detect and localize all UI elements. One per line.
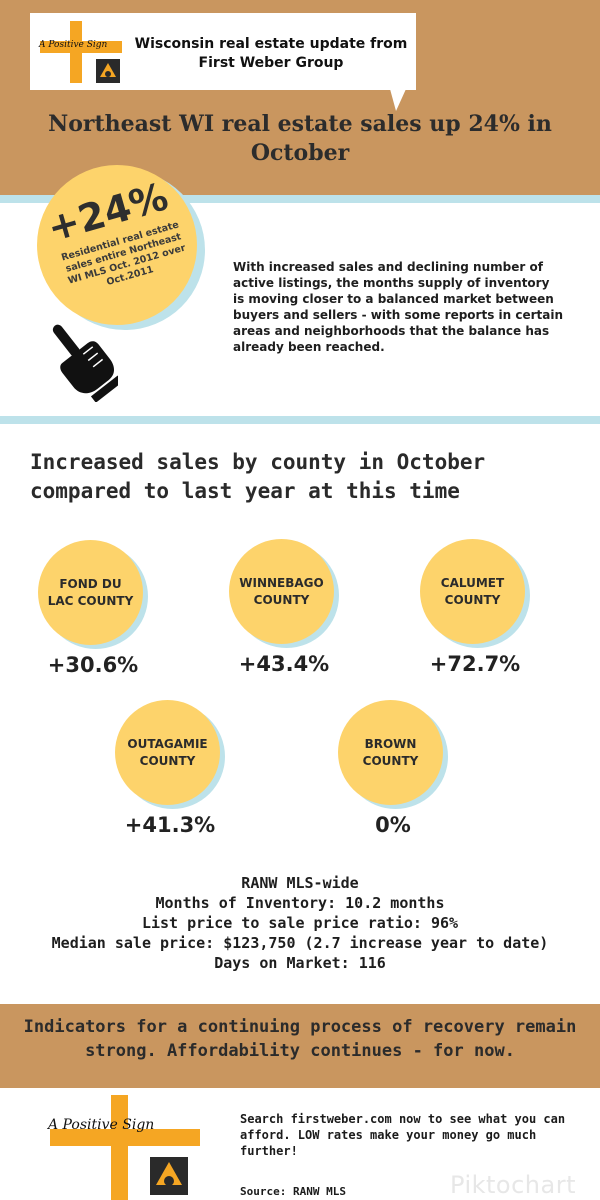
- stat-months-inventory: Months of Inventory: 10.2 months: [155, 894, 445, 912]
- county-circle: OUTAGAMIE COUNTY: [115, 700, 220, 805]
- county-change: +30.6%: [47, 653, 139, 677]
- big-percent-circle: +24% Residential real estate sales entir…: [37, 165, 197, 325]
- county-circle: WINNEBAGO COUNTY: [229, 539, 334, 644]
- search-cta: Search firstweber.com now to see what yo…: [240, 1112, 566, 1158]
- county-change: 0%: [375, 813, 411, 837]
- county-name: BROWN COUNTY: [362, 736, 419, 768]
- county-card: OUTAGAMIE COUNTY +41.3%: [110, 700, 240, 890]
- county-name: CALUMET COUNTY: [440, 575, 505, 607]
- county-circle: FOND DU LAC COUNTY: [38, 540, 143, 645]
- logo-text: A Positive Sign: [46, 1117, 154, 1133]
- county-section-title: Increased sales by county in October com…: [30, 450, 486, 503]
- county-change: +43.4%: [238, 652, 330, 676]
- stat-list-ratio: List price to sale price ratio: 96%: [141, 914, 459, 932]
- bubble-text: Wisconsin real estate update from First …: [134, 36, 408, 71]
- headline: Northeast WI real estate sales up 24% in…: [48, 111, 552, 166]
- intro-paragraph: With increased sales and declining numbe…: [233, 260, 564, 354]
- plus-sign-logo-icon: A Positive Sign: [46, 1095, 200, 1200]
- county-name: OUTAGAMIE COUNTY: [127, 736, 208, 768]
- logo-text: A Positive Sign: [38, 40, 108, 50]
- plus-sign-logo-icon: A Positive Sign: [38, 21, 122, 83]
- county-card: CALUMET COUNTY +72.7%: [415, 539, 545, 729]
- indicators-band: [0, 1004, 600, 1088]
- indicators-text: Indicators for a continuing process of r…: [23, 1017, 577, 1061]
- county-card: BROWN COUNTY 0%: [333, 700, 463, 890]
- stat-days-on-market: Days on Market: 116: [214, 954, 386, 972]
- source-label: Source: RANW MLS: [240, 1185, 346, 1198]
- piktochart-watermark: Piktochart: [450, 1171, 576, 1199]
- stat-median-price: Median sale price: $123,750 (2.7 increas…: [51, 934, 549, 952]
- pointing-hand-icon: [52, 324, 118, 402]
- speech-bubble-tail: [390, 89, 406, 111]
- county-name: WINNEBAGO COUNTY: [239, 575, 324, 607]
- county-card: WINNEBAGO COUNTY +43.4%: [224, 539, 354, 729]
- county-change: +41.3%: [124, 813, 216, 837]
- divider-stripe: [0, 195, 600, 203]
- county-card: FOND DU LAC COUNTY +30.6%: [33, 540, 163, 730]
- speech-bubble: A Positive Sign Wisconsin real estate up…: [30, 13, 416, 90]
- mls-stats: RANW MLS-wide Months of Inventory: 10.2 …: [20, 873, 580, 973]
- stats-heading: RANW MLS-wide: [241, 874, 359, 892]
- county-change: +72.7%: [429, 652, 521, 676]
- divider-stripe: [0, 416, 600, 424]
- county-circle: CALUMET COUNTY: [420, 539, 525, 644]
- county-circle: BROWN COUNTY: [338, 700, 443, 805]
- county-name: FOND DU LAC COUNTY: [47, 576, 134, 608]
